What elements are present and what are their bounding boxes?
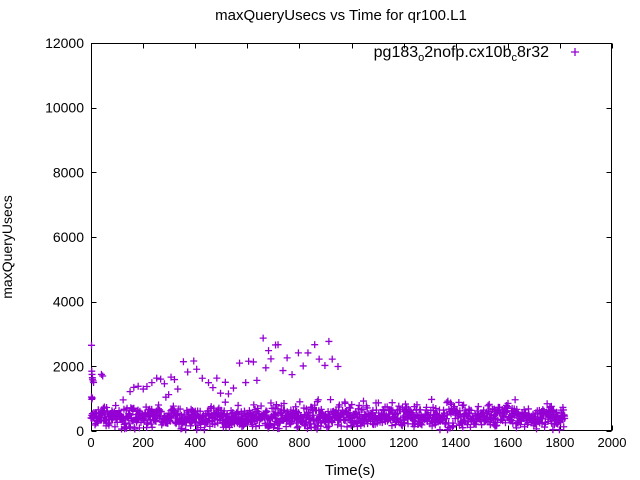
svg-text:6000: 6000	[53, 229, 84, 245]
svg-text:400: 400	[184, 435, 206, 450]
svg-text:800: 800	[289, 435, 311, 450]
svg-text:600: 600	[236, 435, 258, 450]
svg-text:Time(s): Time(s)	[325, 462, 375, 479]
svg-text:1000: 1000	[337, 435, 366, 450]
svg-text:8000: 8000	[53, 164, 84, 180]
svg-text:1800: 1800	[545, 435, 574, 450]
svg-text:2000: 2000	[598, 435, 627, 450]
svg-text:200: 200	[132, 435, 154, 450]
svg-text:12000: 12000	[45, 35, 84, 51]
svg-text:1400: 1400	[441, 435, 470, 450]
svg-text:0: 0	[87, 435, 94, 450]
svg-text:2000: 2000	[53, 358, 84, 374]
svg-text:maxQueryUsecs: maxQueryUsecs	[0, 195, 15, 298]
svg-text:1200: 1200	[389, 435, 418, 450]
svg-text:10000: 10000	[45, 100, 84, 116]
svg-text:maxQueryUsecs vs Time for qr10: maxQueryUsecs vs Time for qr100.L1	[215, 7, 467, 24]
svg-text:pg183o2nofp.cx10bc8r32: pg183o2nofp.cx10bc8r32	[374, 44, 549, 64]
svg-text:0: 0	[76, 423, 84, 439]
svg-text:1600: 1600	[493, 435, 522, 450]
svg-text:4000: 4000	[53, 294, 84, 310]
